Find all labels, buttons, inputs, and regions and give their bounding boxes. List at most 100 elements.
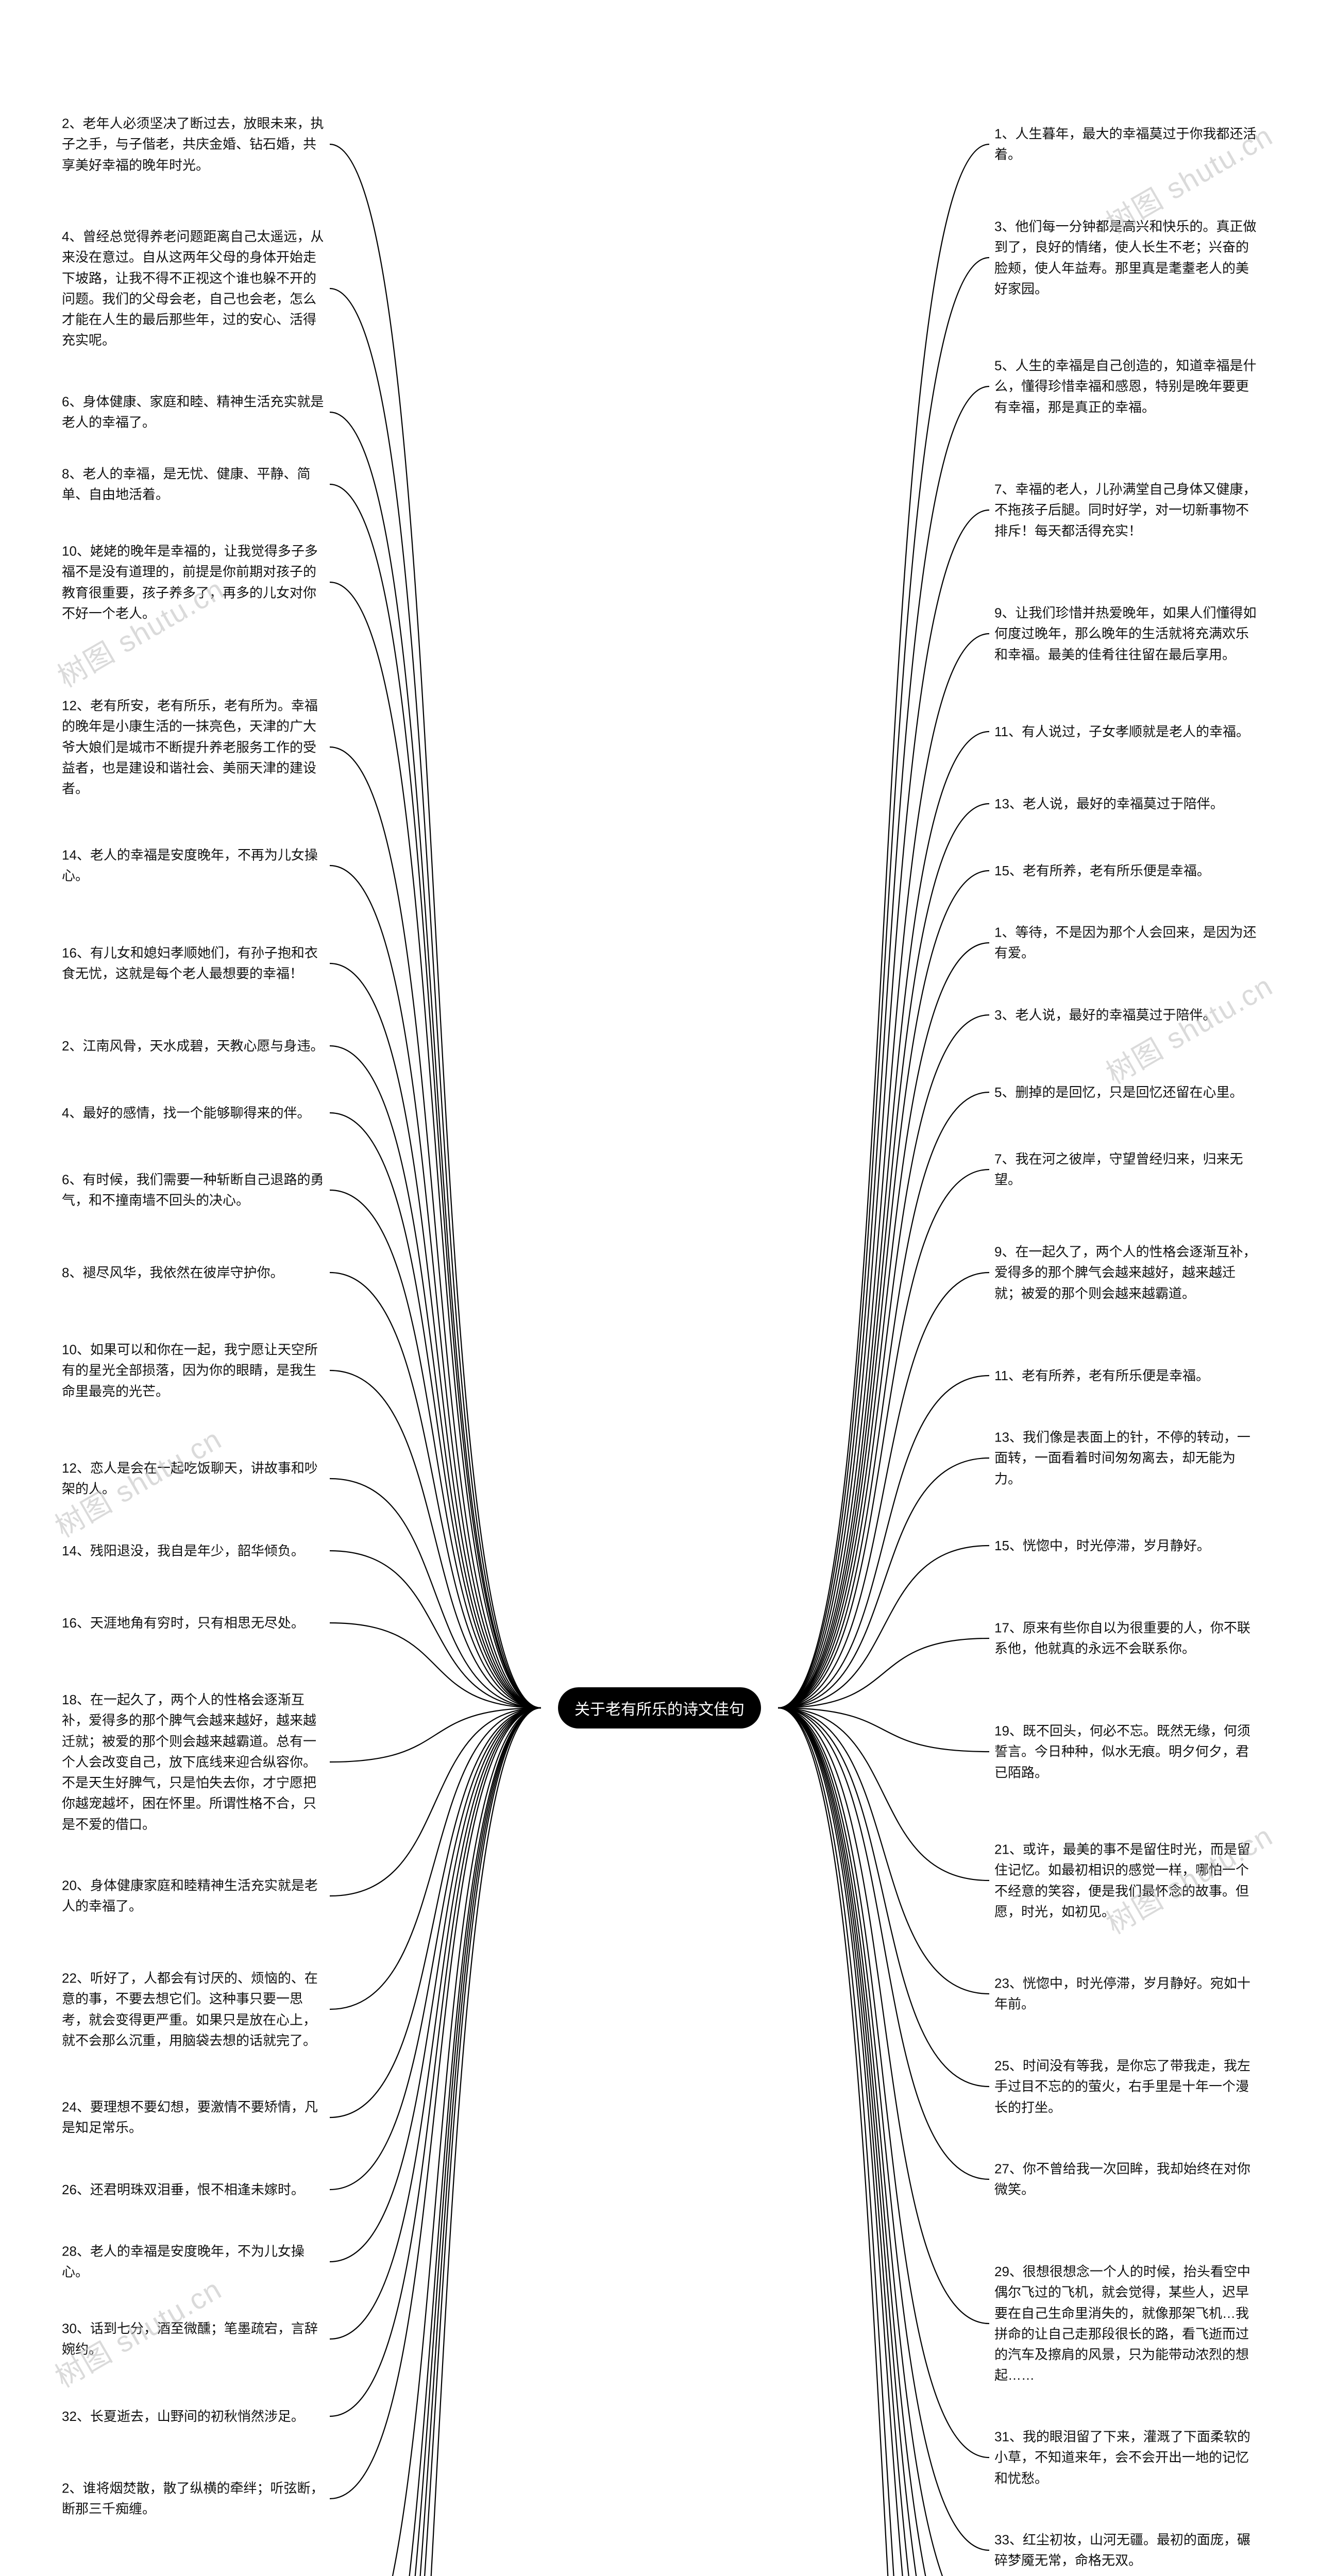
leaf-right: 19、既不回头，何必不忘。既然无缘，何须誓言。今日种种，似水无痕。明夕何夕，君已… (989, 1721, 1257, 1783)
edge (330, 1623, 541, 1708)
edge (778, 1092, 989, 1708)
leaf-right: 29、很想很想念一个人的时候，抬头看空中偶尔飞过的飞机，就会觉得，某些人，迟早要… (989, 2261, 1257, 2386)
edge (778, 386, 989, 1708)
leaf-left: 26、还君明珠双泪垂，恨不相逢未嫁时。 (62, 2179, 330, 2200)
edge (330, 1708, 541, 2499)
edge (330, 1708, 541, 2416)
leaf-right: 3、他们每一分钟都是高兴和快乐的。真正做到了，良好的情绪，使人长生不老；兴奋的脸… (989, 216, 1257, 299)
edge (778, 732, 989, 1708)
edge (778, 1708, 989, 2576)
edge (330, 1190, 541, 1708)
leaf-left: 16、有儿女和媳妇孝顺她们，有孙子抱和衣食无忧，这就是每个老人最想要的幸福！ (62, 943, 330, 985)
leaf-left: 10、如果可以和你在一起，我宁愿让天空所有的星光全部损落，因为你的眼睛，是我生命… (62, 1340, 330, 1402)
edge (778, 1273, 989, 1708)
leaf-right: 3、老人说，最好的幸福莫过于陪伴。 (989, 1005, 1257, 1025)
leaf-right: 15、老有所养，老有所乐便是幸福。 (989, 860, 1257, 881)
edge (330, 1708, 541, 2576)
leaf-right: 11、有人说过，子女孝顺就是老人的幸福。 (989, 721, 1257, 742)
leaf-right: 11、老有所养，老有所乐便是幸福。 (989, 1365, 1257, 1386)
leaf-right: 13、我们像是表面上的针，不停的转动，一面转，一面看着时间匆匆离去，却无能为力。 (989, 1427, 1257, 1489)
edge (330, 484, 541, 1708)
edge (330, 412, 541, 1708)
center-node: 关于老有所乐的诗文佳句 (558, 1687, 761, 1728)
edge (330, 1708, 541, 2576)
leaf-right: 31、我的眼泪留了下来，灌溉了下面柔软的小草，不知道来年，会不会开出一地的记忆和… (989, 2427, 1257, 2489)
leaf-right: 1、人生暮年，最大的幸福莫过于你我都还活着。 (989, 124, 1257, 165)
leaf-right: 23、恍惚中，时光停滞，岁月静好。宛如十年前。 (989, 1973, 1257, 2015)
leaf-right: 27、你不曾给我一次回眸，我却始终在对你微笑。 (989, 2159, 1257, 2200)
leaf-left: 12、恋人是会在一起吃饭聊天，讲故事和吵架的人。 (62, 1458, 330, 1500)
leaf-left: 8、老人的幸福，是无忧、健康、平静、简单、自由地活着。 (62, 464, 330, 505)
edge (330, 1708, 541, 1762)
edge (330, 1708, 541, 2576)
leaf-left: 24、要理想不要幻想，要激情不要矫情，凡是知足常乐。 (62, 2097, 330, 2139)
edge (778, 1546, 989, 1708)
watermark-text: 树图 shutu.cn (1097, 963, 1279, 1092)
edge (778, 1376, 989, 1708)
edge (330, 1708, 541, 2009)
edge (778, 871, 989, 1708)
leaf-left: 2、江南风骨，天水成碧，天教心愿与身违。 (62, 1036, 330, 1056)
leaf-right: 15、恍惚中，时光停滞，岁月静好。 (989, 1535, 1257, 1556)
edge (330, 1708, 541, 2190)
edge (330, 963, 541, 1708)
edge (330, 866, 541, 1708)
leaf-left: 20、身体健康家庭和睦精神生活充实就是老人的幸福了。 (62, 1875, 330, 1917)
leaf-right: 25、时间没有等我，是你忘了带我走，我左手过目不忘的的萤火，右手里是十年一个漫长… (989, 2056, 1257, 2118)
leaf-left: 8、褪尽风华，我依然在彼岸守护你。 (62, 1262, 330, 1283)
leaf-left: 14、老人的幸福是安度晚年，不再为儿女操心。 (62, 845, 330, 887)
mindmap-canvas: 关于老有所乐的诗文佳句 2、老年人必须坚决了断过去，放眼未来，执子之手，与子偕老… (0, 0, 1319, 2576)
edge (778, 1458, 989, 1708)
edge (778, 1708, 989, 2576)
edge (778, 1708, 989, 2179)
leaf-right: 17、原来有些你自以为很重要的人，你不联系他，他就真的永远不会联系你。 (989, 1618, 1257, 1659)
edge (778, 144, 989, 1708)
edge (778, 1708, 989, 2550)
leaf-left: 6、有时候，我们需要一种斩断自己退路的勇气，和不撞南墙不回头的决心。 (62, 1170, 330, 1211)
edge (330, 747, 541, 1708)
edge (330, 289, 541, 1708)
edge (778, 1708, 989, 1994)
leaf-right: 21、或许，最美的事不是留住时光，而是留住记忆。如最初相识的感觉一样，哪怕一个不… (989, 1839, 1257, 1922)
leaf-left: 14、残阳退没，我自是年少，韶华倾负。 (62, 1540, 330, 1561)
edge (778, 1708, 989, 2576)
edge (778, 1170, 989, 1708)
leaf-left: 10、姥姥的晚年是幸福的，让我觉得多子多福不是没有道理的，前提是你前期对孩子的教… (62, 540, 330, 623)
edge (330, 1708, 541, 2576)
edge (330, 1708, 541, 1896)
edge (330, 1708, 541, 2576)
leaf-left: 6、身体健康、家庭和睦、精神生活充实就是老人的幸福了。 (62, 392, 330, 433)
edge (778, 1708, 989, 2576)
edge (330, 144, 541, 1708)
leaf-left: 18、在一起久了，两个人的性格会逐渐互补，爱得多的那个脾气会越来越好，越来越迁就… (62, 1689, 330, 1835)
edge (330, 1708, 541, 2117)
edge (778, 943, 989, 1708)
edge (778, 1708, 989, 2324)
edge (330, 1046, 541, 1708)
edge (778, 1638, 989, 1708)
edge (778, 1708, 989, 2087)
edge (778, 1708, 989, 1752)
edge (778, 1708, 989, 2576)
leaf-right: 9、让我们珍惜并热爱晚年，如果人们懂得如何度过晚年，那么晚年的生活就将充满欢乐和… (989, 603, 1257, 665)
leaf-left: 28、老人的幸福是安度晚年，不为儿女操心。 (62, 2241, 330, 2283)
edge (330, 582, 541, 1708)
leaf-left: 4、曾经总觉得养老问题距离自己太遥远，从来没在意过。自从这两年父母的身体开始走下… (62, 226, 330, 351)
edge (330, 1273, 541, 1708)
leaf-right: 1、等待，不是因为那个人会回来，是因为还有爱。 (989, 922, 1257, 964)
edge (778, 1015, 989, 1708)
leaf-left: 2、老年人必须坚决了断过去，放眼未来，执子之手，与子偕老，共庆金婚、钻石婚，共享… (62, 113, 330, 176)
leaf-right: 33、红尘初妆，山河无疆。最初的面庞，碾碎梦魇无常，命格无双。 (989, 2530, 1257, 2571)
edge (778, 1708, 989, 2576)
leaf-right: 9、在一起久了，两个人的性格会逐渐互补，爱得多的那个脾气会越来越好，越来越迁就；… (989, 1242, 1257, 1304)
leaf-right: 5、人生的幸福是自己创造的，知道幸福是什么，懂得珍惜幸福和感恩，特别是晚年要更有… (989, 355, 1257, 418)
leaf-left: 30、话到七分，酒至微醺；笔墨疏宕，言辞婉约。 (62, 2318, 330, 2360)
edge (330, 1370, 541, 1708)
leaf-left: 12、老有所安，老有所乐，老有所为。幸福的晚年是小康生活的一抹亮色，天津的广大爷… (62, 695, 330, 799)
edge (330, 1479, 541, 1708)
edge (330, 1708, 541, 2339)
edge (330, 1708, 541, 2576)
edge (330, 1708, 541, 2262)
edge (778, 634, 989, 1708)
edge (778, 258, 989, 1708)
